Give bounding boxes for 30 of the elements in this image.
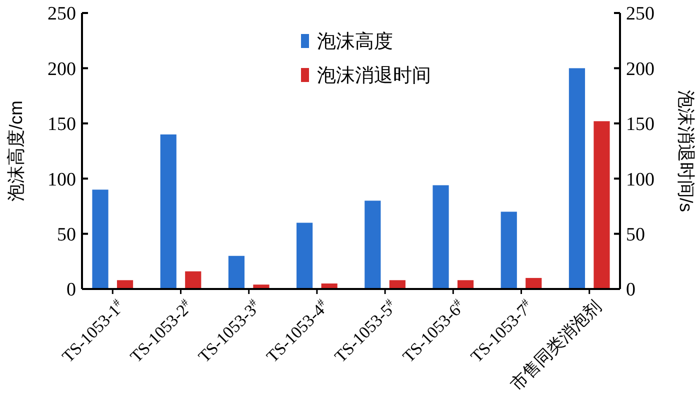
bar xyxy=(116,280,134,289)
bar xyxy=(457,280,474,289)
y2-axis-title: 泡沫消退时间/s xyxy=(676,90,696,212)
bar xyxy=(432,185,449,289)
y-axis-title: 泡沫高度/cm xyxy=(6,100,26,202)
bar xyxy=(526,278,542,289)
y2-tick-label: 200 xyxy=(626,58,654,80)
y-tick-label: 150 xyxy=(48,114,76,136)
y2-tick-label: 50 xyxy=(626,224,645,246)
y2-tick-label: 0 xyxy=(626,280,636,301)
y-tick-label: 200 xyxy=(48,58,76,80)
y-tick-label: 100 xyxy=(48,169,76,190)
y2-tick-label: 100 xyxy=(626,169,654,190)
bar xyxy=(594,121,610,289)
y-tick-label: 250 xyxy=(48,4,76,25)
y2-tick-label: 250 xyxy=(626,4,654,25)
y-tick-label: 0 xyxy=(66,280,76,301)
bar xyxy=(364,200,381,289)
bar xyxy=(389,280,406,289)
bar xyxy=(228,256,245,289)
y-tick-label: 50 xyxy=(57,224,76,246)
legend-label: 泡沫消退时间 xyxy=(317,66,431,87)
bar xyxy=(160,134,176,289)
bar xyxy=(568,68,586,289)
y2-tick-label: 150 xyxy=(626,114,654,136)
bar xyxy=(185,271,202,289)
bar xyxy=(92,190,108,289)
legend-label: 泡沫高度 xyxy=(317,30,393,53)
bar xyxy=(296,222,313,289)
bar xyxy=(500,212,517,289)
